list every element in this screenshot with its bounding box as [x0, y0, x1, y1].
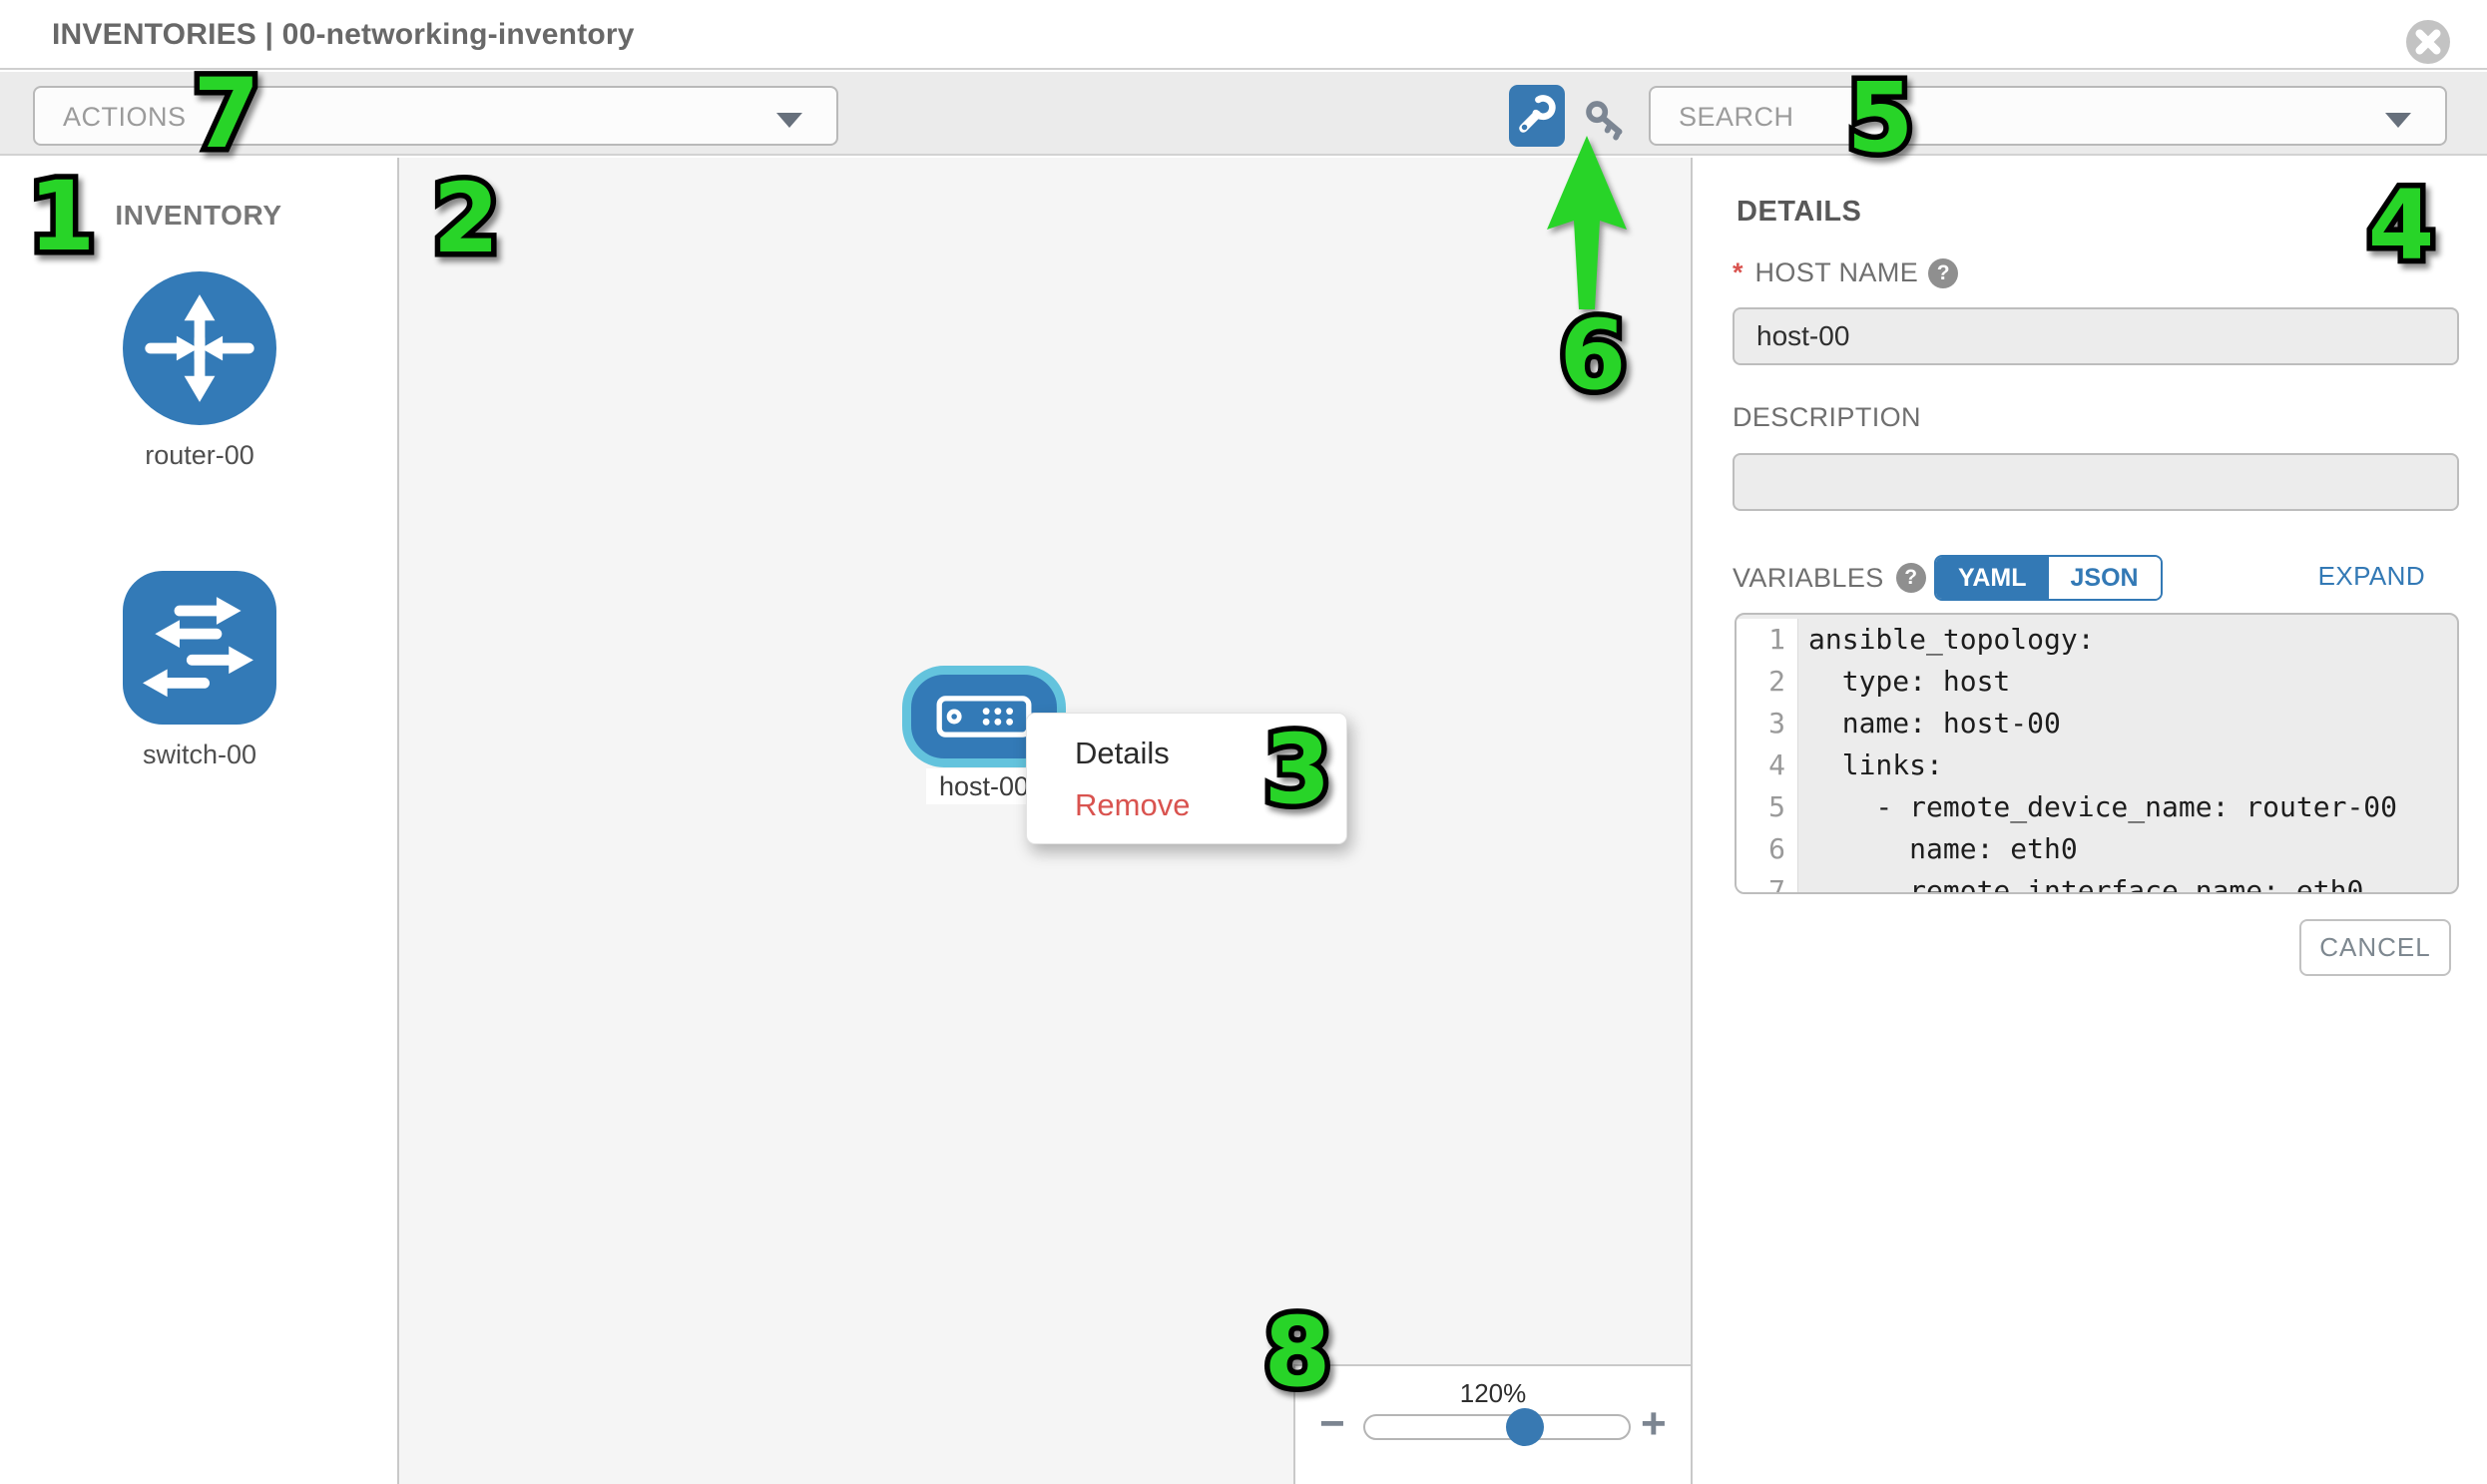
close-icon[interactable]	[2405, 19, 2451, 65]
line-number: 1	[1737, 619, 1798, 661]
help-icon[interactable]: ?	[1928, 257, 1959, 288]
code-line: 7 remote_interface_name: eth0	[1737, 870, 2457, 894]
description-input[interactable]	[1733, 453, 2459, 511]
line-number: 7	[1737, 870, 1798, 892]
line-code: name: eth0	[1808, 832, 2078, 865]
configure-button[interactable]	[1509, 85, 1565, 147]
key-icon[interactable]	[1583, 98, 1629, 144]
zoom-level-value: 120%	[1459, 1378, 1527, 1408]
zoom-control: 120% − +	[1293, 1364, 1691, 1484]
line-number: 2	[1737, 661, 1798, 703]
code-line: 6 name: eth0	[1737, 828, 2457, 870]
variables-format-toggle: YAML JSON	[1934, 555, 2163, 601]
host-name-input[interactable]	[1733, 307, 2459, 365]
line-code: name: host-00	[1808, 707, 2061, 740]
line-code: - remote_device_name: router-00	[1808, 790, 2398, 823]
cancel-button[interactable]: CANCEL	[2299, 919, 2451, 976]
sidebar-title: INVENTORY	[115, 200, 282, 231]
tab-json[interactable]: JSON	[2048, 557, 2161, 599]
device-label: router-00	[145, 440, 254, 470]
menu-item-remove[interactable]: Remove	[1075, 787, 1191, 822]
host-name-label: HOST NAME	[1754, 257, 1919, 287]
header: INVENTORIES | 00-networking-inventory	[0, 0, 2487, 70]
menu-item-details[interactable]: Details	[1075, 736, 1170, 770]
sidebar-item-switch[interactable]: switch-00	[123, 571, 276, 770]
line-number: 4	[1737, 744, 1798, 786]
code-line: 1 ansible_topology:	[1737, 619, 2457, 661]
help-icon[interactable]: ?	[1895, 563, 1926, 593]
host-name-label-row: * HOST NAME ?	[1733, 257, 1959, 288]
device-label: switch-00	[142, 740, 257, 769]
code-line: 2 type: host	[1737, 661, 2457, 703]
variables-row: VARIABLES ? YAML JSON EXPAND	[1733, 555, 2453, 601]
zoom-out-button[interactable]: −	[1319, 1399, 1345, 1448]
line-code: type: host	[1808, 665, 2011, 698]
line-code: links:	[1808, 748, 1943, 781]
zoom-in-button[interactable]: +	[1641, 1399, 1667, 1448]
actions-dropdown[interactable]: ACTIONS	[33, 86, 838, 146]
variables-label: VARIABLES	[1733, 562, 1884, 593]
wrench-icon	[1519, 94, 1556, 133]
toolbar: ACTIONS SEARCH	[0, 72, 2487, 156]
line-code: remote_interface_name: eth0	[1808, 874, 2364, 894]
switch-icon	[123, 571, 276, 725]
chevron-down-icon	[2385, 113, 2411, 128]
required-asterisk: *	[1733, 257, 1743, 287]
code-line: 4 links:	[1737, 744, 2457, 786]
variables-code-editor[interactable]: 1 ansible_topology: 2 type: host 3 name:…	[1735, 613, 2459, 894]
main-area: INVENTORY router-00	[0, 158, 2487, 1484]
sidebar-item-router[interactable]: router-00	[123, 271, 276, 471]
search-dropdown[interactable]: SEARCH	[1649, 86, 2447, 146]
description-label: DESCRIPTION	[1733, 402, 1921, 432]
line-number: 6	[1737, 828, 1798, 870]
line-code: ansible_topology:	[1808, 623, 2095, 656]
details-title: DETAILS	[1737, 196, 1862, 228]
router-icon	[123, 271, 276, 425]
expand-link[interactable]: EXPAND	[2317, 561, 2425, 591]
node-context-menu: Details Remove	[1026, 713, 1347, 844]
description-label-row: DESCRIPTION	[1733, 402, 1921, 433]
inventory-sidebar: INVENTORY router-00	[0, 158, 399, 1484]
actions-dropdown-label: ACTIONS	[63, 102, 187, 132]
line-number: 3	[1737, 703, 1798, 744]
zoom-slider-knob[interactable]	[1506, 1408, 1544, 1446]
page-title: INVENTORIES | 00-networking-inventory	[52, 18, 635, 51]
line-number: 5	[1737, 786, 1798, 828]
zoom-slider-track[interactable]	[1363, 1414, 1631, 1440]
host-node-label: host-00	[926, 768, 1042, 804]
host-icon	[936, 696, 1032, 738]
chevron-down-icon	[776, 113, 802, 128]
details-panel: DETAILS * HOST NAME ? DESCRIPTION VARIAB…	[1699, 158, 2487, 1484]
topology-canvas[interactable]: host-00 Details Remove 120% − +	[399, 158, 1693, 1484]
code-line: 3 name: host-00	[1737, 703, 2457, 744]
tab-yaml[interactable]: YAML	[1936, 557, 2049, 599]
code-line: 5 - remote_device_name: router-00	[1737, 786, 2457, 828]
search-dropdown-label: SEARCH	[1679, 102, 1794, 132]
code-lines: 1 ansible_topology: 2 type: host 3 name:…	[1737, 615, 2457, 894]
